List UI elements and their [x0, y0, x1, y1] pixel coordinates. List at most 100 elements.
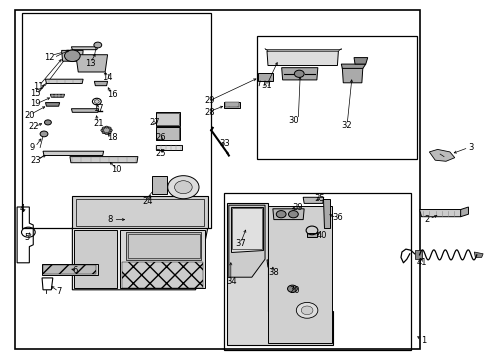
Polygon shape	[322, 199, 329, 228]
Polygon shape	[303, 197, 323, 203]
Circle shape	[102, 131, 105, 134]
Polygon shape	[70, 157, 138, 163]
Text: 5: 5	[24, 233, 30, 242]
Circle shape	[102, 127, 111, 134]
Polygon shape	[266, 51, 338, 66]
Circle shape	[44, 120, 51, 125]
Bar	[224, 193, 410, 350]
Bar	[76, 199, 204, 226]
Circle shape	[40, 131, 48, 137]
Circle shape	[101, 129, 103, 131]
Circle shape	[294, 70, 304, 77]
Polygon shape	[267, 206, 331, 343]
Text: 38: 38	[267, 269, 278, 277]
Text: 28: 28	[204, 108, 215, 117]
Polygon shape	[74, 230, 117, 288]
Circle shape	[108, 127, 111, 129]
Circle shape	[287, 285, 297, 292]
Bar	[232, 208, 261, 249]
Polygon shape	[76, 55, 107, 72]
Text: 14: 14	[102, 73, 112, 82]
Polygon shape	[45, 103, 60, 106]
Polygon shape	[45, 79, 83, 84]
Polygon shape	[460, 207, 468, 217]
Bar	[43, 265, 96, 274]
Text: 12: 12	[44, 53, 54, 62]
Polygon shape	[414, 250, 421, 259]
Polygon shape	[224, 102, 239, 108]
Polygon shape	[151, 176, 167, 194]
Text: 41: 41	[415, 258, 426, 267]
Polygon shape	[50, 94, 64, 97]
Polygon shape	[419, 210, 463, 217]
Text: 39: 39	[292, 202, 303, 211]
Circle shape	[167, 176, 199, 199]
Text: 9: 9	[29, 143, 35, 152]
Bar	[22, 13, 211, 228]
Text: 37: 37	[235, 238, 246, 248]
Polygon shape	[72, 196, 207, 228]
Circle shape	[109, 129, 112, 131]
Text: 11: 11	[33, 82, 43, 91]
Polygon shape	[72, 228, 207, 290]
Text: 25: 25	[155, 149, 165, 158]
Bar	[128, 234, 199, 258]
Polygon shape	[473, 252, 482, 257]
Text: 3: 3	[468, 143, 473, 152]
Bar	[156, 113, 179, 125]
Polygon shape	[353, 58, 367, 64]
Polygon shape	[228, 205, 264, 277]
Text: 33: 33	[219, 139, 229, 148]
Polygon shape	[266, 260, 280, 267]
Polygon shape	[155, 112, 180, 126]
Polygon shape	[227, 203, 332, 345]
Text: 35: 35	[313, 194, 324, 203]
Text: 31: 31	[261, 81, 272, 90]
Text: 1: 1	[421, 336, 426, 345]
Circle shape	[105, 126, 108, 128]
Text: 7: 7	[56, 287, 61, 296]
Polygon shape	[71, 47, 98, 50]
Text: 32: 32	[341, 121, 351, 130]
Polygon shape	[94, 81, 107, 86]
Circle shape	[64, 50, 80, 62]
Circle shape	[288, 211, 298, 218]
Circle shape	[108, 131, 111, 134]
Circle shape	[174, 181, 192, 194]
Polygon shape	[155, 127, 180, 140]
Polygon shape	[61, 50, 83, 61]
Text: 17: 17	[93, 104, 103, 112]
Text: 20: 20	[24, 111, 35, 120]
Text: 8: 8	[107, 215, 113, 224]
Text: 20: 20	[289, 287, 299, 295]
Bar	[156, 127, 179, 140]
Bar	[126, 232, 201, 260]
Circle shape	[301, 306, 312, 315]
Bar	[15, 10, 419, 349]
Text: 26: 26	[155, 133, 166, 142]
Polygon shape	[258, 73, 272, 81]
Circle shape	[276, 211, 285, 218]
Polygon shape	[41, 264, 98, 275]
Polygon shape	[230, 207, 263, 252]
Circle shape	[102, 127, 105, 129]
Text: 16: 16	[106, 90, 117, 99]
Polygon shape	[428, 149, 454, 161]
Text: 23: 23	[30, 156, 41, 165]
Text: 30: 30	[287, 116, 298, 125]
Polygon shape	[155, 145, 182, 150]
Bar	[224, 102, 238, 107]
Text: 22: 22	[28, 122, 39, 131]
Text: 10: 10	[111, 165, 122, 174]
Text: 2: 2	[424, 215, 429, 224]
Circle shape	[296, 302, 317, 318]
Text: 34: 34	[225, 277, 236, 286]
Bar	[122, 262, 203, 288]
Polygon shape	[306, 233, 316, 237]
Circle shape	[105, 132, 108, 135]
Text: 15: 15	[30, 89, 41, 98]
Polygon shape	[71, 109, 99, 112]
Text: 27: 27	[149, 118, 160, 127]
Polygon shape	[342, 68, 362, 83]
Text: 4: 4	[20, 204, 25, 213]
